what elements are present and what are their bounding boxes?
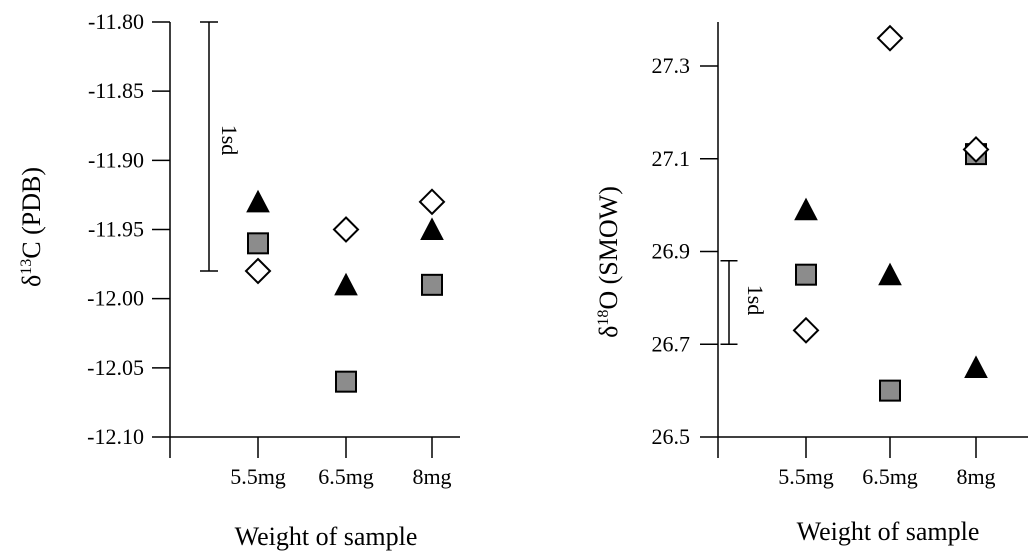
diamond-point <box>962 136 990 163</box>
x-axis-title: Weight of sample <box>235 522 418 551</box>
x-axis-title: Weight of sample <box>797 517 980 546</box>
y-tick-label: -11.85 <box>88 78 144 103</box>
y-tick-label: 26.5 <box>652 424 691 449</box>
y-tick-label: 27.1 <box>652 146 691 171</box>
x-tick-label: 8mg <box>412 464 451 489</box>
x-tick-label: 6.5mg <box>318 464 374 489</box>
square-point <box>421 273 443 296</box>
y-tick-label: -12.10 <box>87 424 144 449</box>
triangle-point <box>246 189 270 213</box>
triangle-point <box>964 355 988 378</box>
diamond-point <box>876 24 904 52</box>
x-tick-label: 8mg <box>956 464 995 489</box>
x-tick-label: 5.5mg <box>230 464 286 489</box>
sd-bar: 1sd <box>720 260 768 345</box>
triangle-point <box>334 272 358 296</box>
x-tick-label: 5.5mg <box>778 464 834 489</box>
square-point <box>879 379 901 402</box>
triangle-point <box>878 262 902 286</box>
sd-bar: 1sd <box>200 21 242 272</box>
square-point <box>795 263 817 286</box>
y-tick-label: -11.80 <box>88 9 144 34</box>
triangle-point <box>420 217 444 240</box>
triangle-point <box>794 197 818 221</box>
sd-label: 1sd <box>217 125 242 156</box>
y-axis-title: δ18O (SMOW) <box>594 186 623 338</box>
y-tick-label: -12.00 <box>87 286 144 311</box>
y-tick-label: -11.95 <box>88 217 144 242</box>
y-tick-label: -11.90 <box>88 147 144 172</box>
diamond-point <box>332 216 360 243</box>
square-point <box>247 232 269 255</box>
chart-d18o: 26.5 26.7 26.9 27.1 27.3 5.5mg 6.5mg 8mg Weight … <box>594 22 1028 546</box>
diamond-point <box>792 316 820 344</box>
y-tick-label: 26.9 <box>652 239 691 264</box>
x-tick-label: 6.5mg <box>862 464 918 489</box>
y-axis-title: δ13C (PDB) <box>17 167 46 287</box>
chart-d13c: -11.80 -11.85 -11.90 -11.95 -12.00 -12.05 -12.… <box>17 9 460 551</box>
y-tick-label: -12.05 <box>87 355 144 380</box>
sd-label: 1sd <box>743 285 768 316</box>
y-tick-label: 27.3 <box>652 53 691 78</box>
diamond-point <box>244 257 272 285</box>
diamond-point <box>418 188 446 216</box>
y-tick-label: 26.7 <box>652 331 691 356</box>
square-point <box>335 370 357 393</box>
